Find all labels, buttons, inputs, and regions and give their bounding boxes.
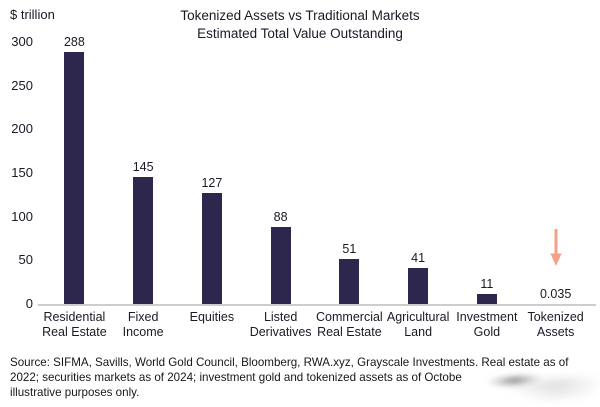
x-axis-category-line: Land bbox=[404, 324, 433, 339]
x-axis-category-label: Equities bbox=[178, 310, 247, 325]
x-axis-category-line: Income bbox=[122, 324, 164, 339]
x-axis-category-line: Listed bbox=[263, 310, 298, 324]
source-line: Source: SIFMA, Savills, World Gold Counc… bbox=[10, 356, 569, 369]
x-axis-category-label: Agricultural Land bbox=[384, 310, 453, 339]
y-axis-tick-label: 250 bbox=[11, 77, 33, 93]
down-arrow-icon bbox=[548, 228, 564, 272]
bar bbox=[270, 227, 291, 304]
bar-value-label: 11 bbox=[480, 277, 494, 292]
bar-value-label: 288 bbox=[63, 35, 85, 50]
bar-value-label: 51 bbox=[342, 242, 357, 257]
chart-title-line1: Tokenized Assets vs Traditional Markets bbox=[180, 8, 420, 23]
x-axis-category-line: Real Estate bbox=[317, 324, 382, 339]
bar bbox=[408, 268, 429, 304]
y-axis-tick-label: 150 bbox=[11, 165, 33, 180]
x-axis-category-line: Residential bbox=[43, 310, 106, 324]
bar bbox=[201, 193, 222, 304]
bar-value-label: 0.035 bbox=[539, 286, 572, 301]
bar-value-label: 127 bbox=[201, 176, 223, 191]
bar-value-label: 145 bbox=[132, 160, 154, 175]
x-axis-category-label: Investment Gold bbox=[453, 310, 522, 339]
x-axis-category-line: Real Estate bbox=[42, 324, 107, 339]
chart-title-line2: Estimated Total Value Outstanding bbox=[197, 26, 403, 41]
bar-value-label: 88 bbox=[273, 210, 288, 225]
y-axis-tick-label: 100 bbox=[11, 208, 33, 224]
source-line: 2022; securities markets as of 2024; inv… bbox=[10, 371, 462, 384]
x-axis-line bbox=[38, 304, 596, 306]
x-axis-category-label: Commercial Real Estate bbox=[315, 310, 384, 339]
x-axis-category-label: Tokenized Assets bbox=[521, 310, 590, 339]
x-axis-category-line: Commercial bbox=[316, 310, 383, 324]
bar bbox=[64, 52, 85, 304]
x-axis-category-label: Residential Real Estate bbox=[40, 310, 109, 339]
x-axis-category-label: Listed Derivatives bbox=[246, 310, 315, 339]
chart-title: Tokenized Assets vs Traditional Markets … bbox=[0, 7, 600, 43]
x-axis-category-line: Agricultural bbox=[386, 310, 450, 324]
y-axis-tick-label: 200 bbox=[11, 121, 33, 137]
x-axis-category-label: Fixed Income bbox=[109, 310, 178, 339]
y-axis-tick-label: 50 bbox=[18, 252, 33, 268]
bar bbox=[133, 177, 154, 304]
x-axis-category-line: Assets bbox=[536, 324, 575, 339]
source-line: illustrative purposes only. bbox=[10, 386, 140, 399]
x-axis-category-line: Gold bbox=[473, 324, 501, 339]
y-axis-unit-label: $ trillion bbox=[10, 7, 55, 22]
x-axis-category-line: Equities bbox=[189, 310, 235, 324]
bar bbox=[339, 259, 360, 304]
source-note: Source: SIFMA, Savills, World Gold Counc… bbox=[10, 355, 595, 400]
x-axis-category-line: Tokenized bbox=[527, 310, 584, 324]
bar bbox=[476, 294, 497, 304]
x-axis-category-line: Fixed bbox=[127, 310, 159, 324]
bar-value-label: 41 bbox=[411, 251, 426, 266]
x-axis-category-line: Derivatives bbox=[249, 324, 312, 339]
y-axis-tick-label: 300 bbox=[11, 34, 33, 49]
y-axis-tick-label: 0 bbox=[25, 296, 33, 311]
x-axis-category-line: Investment bbox=[456, 310, 518, 324]
